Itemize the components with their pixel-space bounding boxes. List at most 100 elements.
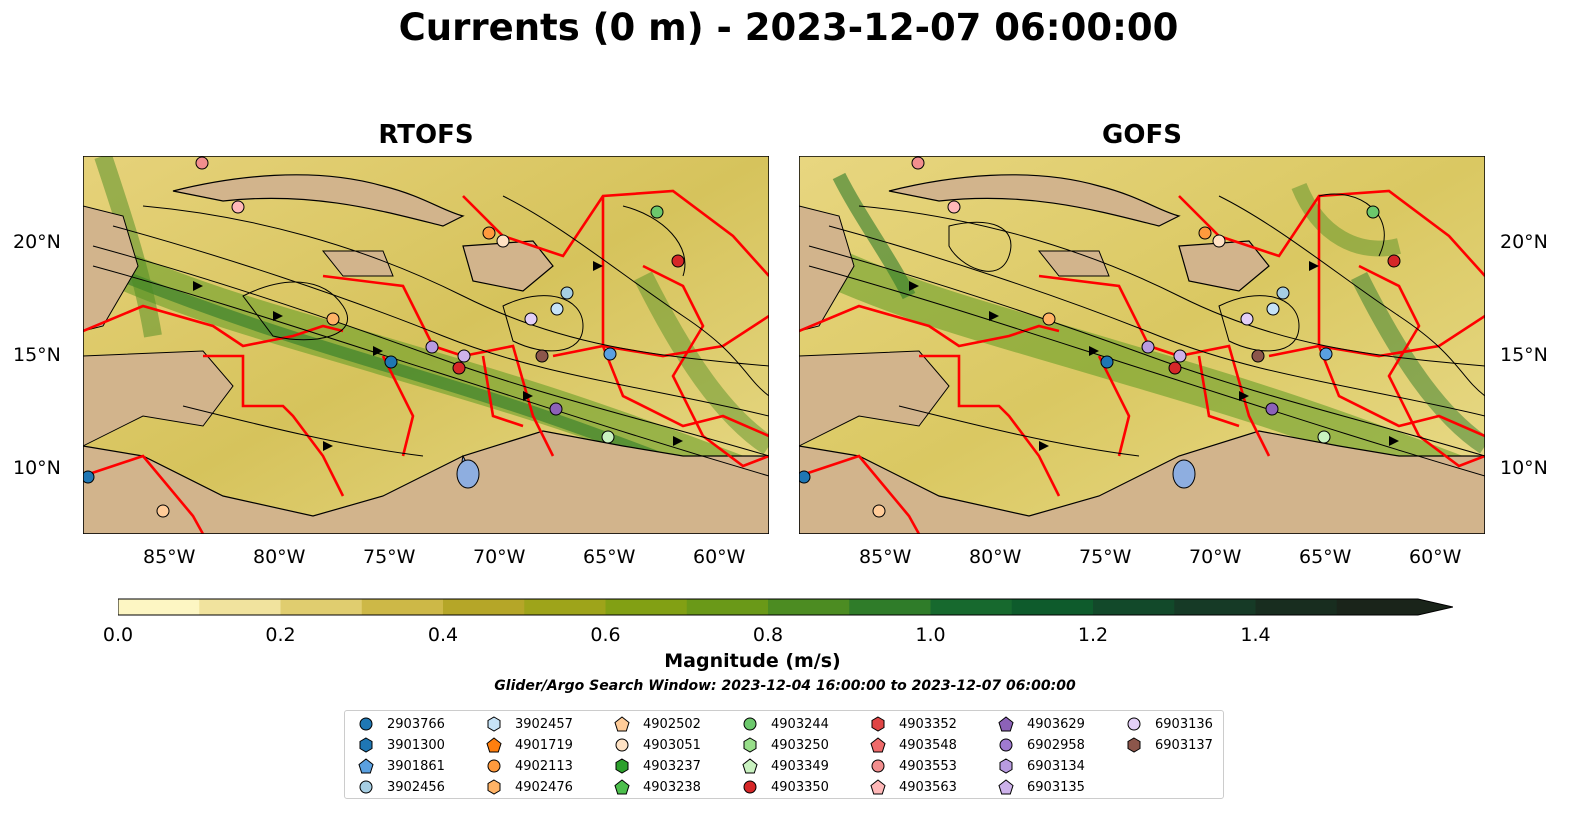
legend-item-label: 4903563	[899, 779, 957, 795]
circle-marker-icon	[615, 738, 629, 752]
hexagon-marker-icon	[487, 716, 501, 732]
legend-item: 4903238	[613, 777, 701, 797]
legend-item: 6903137	[1125, 735, 1213, 755]
legend-item-label: 3901861	[387, 758, 445, 774]
lon-tick-65w: 65°W	[583, 546, 636, 568]
legend-item-label: 4903250	[771, 737, 829, 753]
circle-marker-icon	[999, 738, 1013, 752]
colorbar-segment	[280, 599, 363, 615]
colorbar-segment	[1336, 599, 1419, 615]
legend-item-label: 4903244	[771, 716, 829, 732]
hexagon-marker-icon	[1127, 737, 1141, 753]
lon-tick-70w-gofs: 70°W	[1189, 546, 1242, 568]
legend-item-label: 4901719	[515, 737, 573, 753]
colorbar-segment	[849, 599, 931, 615]
legend-item: 4903244	[741, 714, 829, 734]
legend-item-label: 4902502	[643, 716, 701, 732]
lon-tick-80w: 80°W	[253, 546, 306, 568]
gofs-panel-title: GOFS	[1102, 120, 1182, 150]
legend-item-label: 4903629	[1027, 716, 1085, 732]
colorbar-tick-label: 1.0	[915, 624, 946, 646]
colorbar-tick-label: 0.8	[752, 624, 784, 646]
lon-tick-75w-gofs: 75°W	[1079, 546, 1132, 568]
lat-tick-10n-left: 10°N	[13, 457, 61, 479]
search-window-text: Glider/Argo Search Window: 2023-12-04 16…	[494, 678, 1076, 694]
legend-item-label: 4902476	[515, 779, 573, 795]
legend-item: 4903548	[869, 735, 957, 755]
circle-marker-icon	[743, 780, 757, 794]
lon-tick-60w: 60°W	[693, 546, 746, 568]
colorbar-segment	[1255, 599, 1338, 615]
legend-item: 4902502	[613, 714, 701, 734]
legend-item: 3901300	[357, 735, 445, 755]
legend-item-label: 4903350	[771, 779, 829, 795]
circle-marker-icon	[871, 759, 885, 773]
circle-marker-icon	[743, 717, 757, 731]
colorbar-tick-label: 0.6	[590, 624, 621, 646]
pentagon-marker-icon	[870, 737, 886, 753]
lat-tick-10n-right: 10°N	[1500, 457, 1548, 479]
pentagon-marker-icon	[742, 758, 758, 774]
colorbar-segment	[1011, 599, 1094, 615]
colorbar-tick-label: 0.0	[102, 624, 134, 646]
lon-tick-70w: 70°W	[473, 546, 526, 568]
legend-item: 4902113	[485, 756, 573, 776]
colorbar-segment	[443, 599, 525, 615]
lat-tick-20n-left: 20°N	[13, 231, 61, 253]
legend-item: 6902958	[997, 735, 1085, 755]
colorbar-segment	[605, 599, 688, 615]
colorbar-outline	[118, 598, 1453, 616]
legend-item: 4903250	[741, 735, 829, 755]
legend-item: 4903629	[997, 714, 1085, 734]
pentagon-marker-icon	[486, 737, 502, 753]
legend-item-label: 4903553	[899, 758, 957, 774]
lat-tick-15n-left: 15°N	[13, 344, 61, 366]
colorbar-tick-label: 0.2	[265, 624, 296, 646]
colorbar-segment	[199, 599, 281, 615]
legend-item-label: 4903548	[899, 737, 957, 753]
colorbar-label: Magnitude (m/s)	[664, 650, 841, 672]
legend-item: 6903136	[1125, 714, 1213, 734]
pentagon-marker-icon	[614, 779, 630, 795]
legend-item-label: 6902958	[1027, 737, 1085, 753]
colorbar-segment	[118, 599, 200, 615]
legend-item: 4901719	[485, 735, 573, 755]
gofs-map	[799, 156, 1485, 534]
legend-item-label: 4903352	[899, 716, 957, 732]
lon-tick-60w-gofs: 60°W	[1409, 546, 1462, 568]
hexagon-marker-icon	[487, 779, 501, 795]
colorbar-tick-label: 1.4	[1240, 624, 1271, 646]
lat-tick-20n-right: 20°N	[1500, 231, 1548, 253]
figure-title: Currents (0 m) - 2023-12-07 06:00:00	[398, 6, 1179, 49]
legend-item-label: 6903134	[1027, 758, 1085, 774]
colorbar-segment	[361, 599, 444, 615]
legend-item-label: 2903766	[387, 716, 445, 732]
colorbar	[118, 598, 1453, 616]
lon-tick-65w-gofs: 65°W	[1299, 546, 1352, 568]
lon-tick-85w-gofs: 85°W	[859, 546, 912, 568]
hexagon-marker-icon	[743, 737, 757, 753]
circle-marker-icon	[1127, 717, 1141, 731]
legend-item-label: 4903238	[643, 779, 701, 795]
legend-item: 4903352	[869, 714, 957, 734]
legend-item: 4903350	[741, 777, 829, 797]
colorbar-segment	[686, 599, 769, 615]
legend-item: 4903051	[613, 735, 701, 755]
hexagon-marker-icon	[871, 716, 885, 732]
float-legend: 2903766 3901300 3901861 3902456 3902457 49017…	[344, 710, 1224, 799]
legend-item: 3901861	[357, 756, 445, 776]
circle-marker-icon	[359, 780, 373, 794]
colorbar-segment	[768, 599, 850, 615]
legend-item: 6903135	[997, 777, 1085, 797]
circle-marker-icon	[487, 759, 501, 773]
lon-tick-85w: 85°W	[143, 546, 196, 568]
hexagon-marker-icon	[999, 758, 1013, 774]
legend-item: 4903563	[869, 777, 957, 797]
legend-item-label: 4903349	[771, 758, 829, 774]
legend-item-label: 4903051	[643, 737, 701, 753]
rtofs-map	[83, 156, 769, 534]
legend-item: 3902457	[485, 714, 573, 734]
colorbar-extend-arrow	[1418, 599, 1453, 615]
legend-item-label: 4903237	[643, 758, 701, 774]
legend-item: 3902456	[357, 777, 445, 797]
